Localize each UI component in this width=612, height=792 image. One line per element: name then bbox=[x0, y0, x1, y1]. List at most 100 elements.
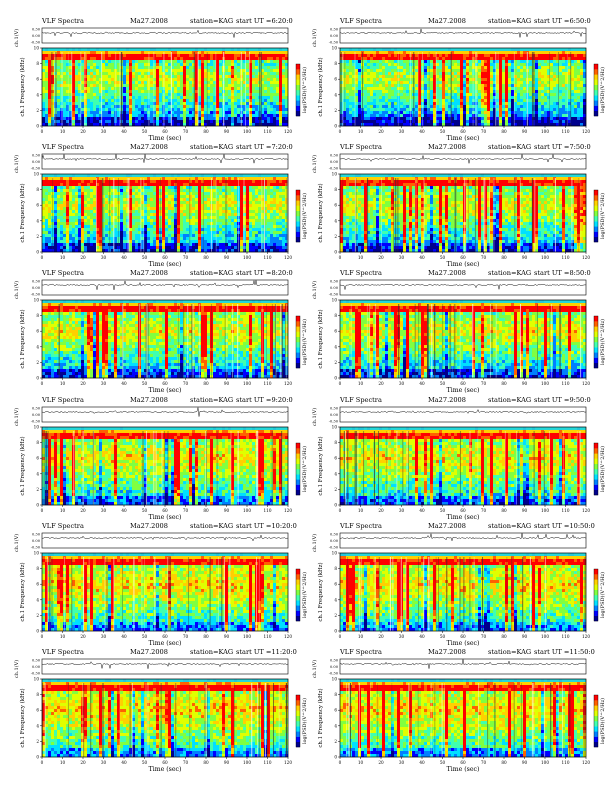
spectrogram-cell bbox=[472, 84, 476, 88]
spectrogram-cell bbox=[216, 105, 220, 109]
spectrogram-cell bbox=[57, 60, 61, 64]
spectrogram-cell bbox=[439, 120, 443, 124]
spectrogram-cell bbox=[418, 93, 422, 97]
spectrogram-cell bbox=[439, 75, 443, 79]
spectrogram-cell bbox=[186, 54, 190, 58]
spectrogram-cell bbox=[48, 114, 52, 118]
spectrogram-cell bbox=[165, 96, 169, 100]
spectrogram-cell bbox=[424, 75, 428, 79]
waveform-trace bbox=[41, 29, 289, 38]
spectrogram-cell bbox=[189, 123, 193, 127]
spectrogram-cell bbox=[180, 183, 184, 187]
spectrogram-cell bbox=[153, 72, 157, 76]
spectrogram-cell bbox=[403, 120, 407, 124]
spectrogram-cell bbox=[126, 192, 130, 196]
spectrogram-cell bbox=[568, 72, 572, 76]
spectrogram-cell bbox=[427, 60, 431, 64]
spectrogram-cell bbox=[93, 66, 97, 70]
spectrogram-cell bbox=[117, 183, 121, 187]
spectrogram-cell bbox=[261, 87, 265, 91]
spectrogram-cell bbox=[562, 54, 566, 58]
spectrogram-cell bbox=[406, 117, 410, 121]
spectrogram-cell bbox=[496, 108, 500, 112]
spectrogram-cell bbox=[481, 60, 485, 64]
spectrogram-cell bbox=[129, 186, 133, 190]
colorbar-swatch bbox=[296, 110, 300, 117]
spectrogram-cell bbox=[436, 78, 440, 82]
spectrogram-cell bbox=[270, 84, 274, 88]
spectrogram-cell bbox=[418, 90, 422, 94]
waveform-ylabel: ch.1(V) bbox=[13, 29, 20, 47]
spectrogram-cell bbox=[45, 84, 49, 88]
spectrogram-cell bbox=[553, 81, 557, 85]
spectrogram-cell bbox=[276, 117, 280, 121]
spectrogram-cell bbox=[231, 99, 235, 103]
spectrogram-cell bbox=[478, 123, 482, 127]
spectrogram-cell bbox=[132, 180, 136, 184]
spectrogram-cell bbox=[198, 87, 202, 91]
spectrogram-cell bbox=[400, 66, 404, 70]
colorbar-swatch bbox=[296, 100, 300, 106]
spectrogram-cell bbox=[406, 108, 410, 112]
spectrogram-cell bbox=[484, 123, 488, 127]
spectrogram-cell bbox=[373, 99, 377, 103]
panel-title: VLF Spectra Ma27.2008 station=KAG start UT … bbox=[41, 17, 293, 25]
spectrogram-cell bbox=[159, 72, 163, 76]
spectrogram-cell bbox=[276, 102, 280, 106]
spectrogram-cell bbox=[565, 87, 569, 91]
spectrogram-cell bbox=[144, 111, 148, 115]
spectrogram-cell bbox=[439, 60, 443, 64]
spectrogram-cell bbox=[138, 108, 142, 112]
spectrogram-cell bbox=[574, 114, 578, 118]
spectrogram-cell bbox=[225, 111, 229, 115]
spectrogram-cell bbox=[267, 90, 271, 94]
spectrogram-cell bbox=[174, 75, 178, 79]
spectrogram-cell bbox=[72, 105, 76, 109]
spectrogram-cell bbox=[201, 117, 205, 121]
spectrogram-cell bbox=[583, 63, 587, 67]
spectrogram-cell bbox=[252, 78, 256, 82]
spectrogram-cell bbox=[90, 111, 94, 115]
spectrogram-cell bbox=[520, 63, 524, 67]
spectrogram-cell bbox=[466, 114, 470, 118]
spectrogram-cell bbox=[234, 105, 238, 109]
spectrogram-cell bbox=[177, 60, 181, 64]
spectrogram-cell bbox=[403, 90, 407, 94]
spectrogram-cell bbox=[448, 111, 452, 115]
spectrogram-cell bbox=[75, 189, 79, 193]
spectrogram-cell bbox=[574, 75, 578, 79]
spectrogram-cell bbox=[117, 99, 121, 103]
spectrogram-cell bbox=[213, 111, 217, 115]
spectrogram-cell bbox=[553, 54, 557, 58]
spectrogram-cell bbox=[132, 93, 136, 97]
spectrogram-cell bbox=[153, 108, 157, 112]
spectrogram-cell bbox=[216, 117, 220, 121]
spectrogram-cell bbox=[171, 69, 175, 73]
spectrogram-cell bbox=[451, 69, 455, 73]
spectrogram-cell bbox=[424, 108, 428, 112]
spectrogram-cell bbox=[430, 66, 434, 70]
spectrogram-cell bbox=[186, 87, 190, 91]
spectrogram-cell bbox=[99, 60, 103, 64]
spectrogram-cell bbox=[183, 78, 187, 82]
spectrogram-cell bbox=[111, 117, 115, 121]
spectrogram-cell bbox=[225, 117, 229, 121]
spectrogram-cell bbox=[535, 78, 539, 82]
spectrogram-cell bbox=[156, 189, 160, 193]
spectrogram-cell bbox=[192, 84, 196, 88]
spectrogram-cell bbox=[255, 72, 259, 76]
spectrogram-cell bbox=[204, 72, 208, 76]
spectrogram-cell bbox=[72, 75, 76, 79]
spectrogram-cell bbox=[207, 87, 211, 91]
spectrogram-cell bbox=[207, 180, 211, 184]
spectrogram-cell bbox=[51, 87, 55, 91]
spectrogram-cell bbox=[99, 111, 103, 115]
spectrogram-cell bbox=[397, 84, 401, 88]
spectrogram-cell bbox=[210, 93, 214, 97]
spectrogram-cell bbox=[484, 72, 488, 76]
spectrogram-cell bbox=[415, 114, 419, 118]
spectrogram-cell bbox=[388, 93, 392, 97]
spectrogram-cell bbox=[442, 111, 446, 115]
spectrogram-cell bbox=[93, 111, 97, 115]
spectrogram-cell bbox=[406, 87, 410, 91]
